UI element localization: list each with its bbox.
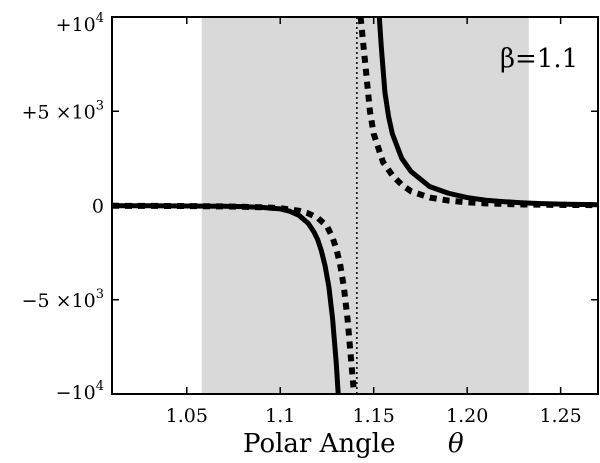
x-tick-label: 1.05 [166, 405, 208, 427]
x-tick-label: 1.15 [353, 405, 395, 427]
x-tick-label: 1.1 [265, 405, 295, 427]
y-tick-label: +104 [56, 11, 104, 36]
labels: β=1.1 Polar Angle θ [243, 44, 578, 459]
plot-area [112, 17, 598, 394]
x-axis-symbol: θ [448, 429, 464, 459]
y-tick-label: 0 [92, 196, 104, 218]
y-tick-label: +5 ×103 [22, 98, 104, 123]
beta-annotation: β=1.1 [500, 44, 578, 74]
x-tick-label: 1.25 [539, 405, 581, 427]
y-tick-label: −5 ×103 [22, 287, 104, 312]
axes: 1.05 1.1 1.15 1.20 1.25 +104 +5 ×103 0 −5 ×103 −1… [22, 11, 599, 427]
x-axis-title: Polar Angle [243, 429, 395, 459]
dashed-series-segment-2 [357, 17, 598, 209]
y-tick-label: −104 [56, 379, 104, 404]
solid-series-segment-2 [376, 17, 598, 208]
x-tick-label: 1.20 [446, 405, 488, 427]
